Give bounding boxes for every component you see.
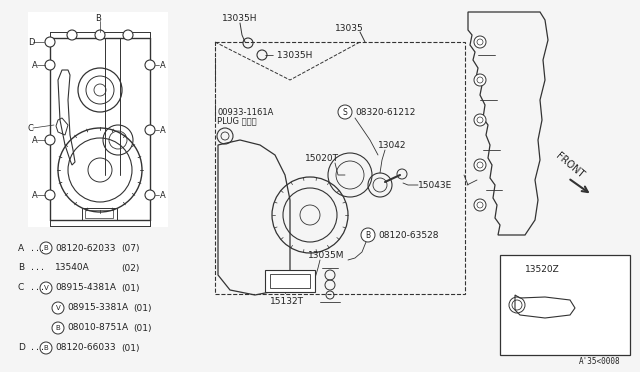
Text: C: C	[18, 283, 24, 292]
Text: ...: ...	[30, 244, 45, 253]
Bar	[270, 274, 310, 288]
Circle shape	[45, 37, 55, 47]
Text: 08120-66033: 08120-66033	[55, 343, 116, 353]
Circle shape	[145, 60, 155, 70]
Text: PLUG プラグ: PLUG プラグ	[217, 116, 257, 125]
Circle shape	[40, 282, 52, 294]
Text: B: B	[44, 245, 49, 251]
Text: ...: ...	[30, 263, 45, 273]
Text: B: B	[95, 13, 101, 22]
Text: 13035M: 13035M	[308, 250, 344, 260]
Bar	[215, 42, 465, 294]
Text: S: S	[342, 108, 348, 116]
Text: B: B	[18, 263, 24, 273]
Circle shape	[145, 125, 155, 135]
Text: 08010-8751A: 08010-8751A	[67, 324, 128, 333]
Text: — 13035H: — 13035H	[265, 51, 312, 60]
Text: 15020T: 15020T	[305, 154, 339, 163]
Text: 08320-61212: 08320-61212	[355, 108, 415, 116]
Text: 13035H: 13035H	[222, 13, 257, 22]
Circle shape	[338, 105, 352, 119]
Text: ...: ...	[30, 283, 45, 292]
Text: (07): (07)	[121, 244, 140, 253]
Circle shape	[474, 199, 486, 211]
Text: 00933-1161A: 00933-1161A	[217, 108, 273, 116]
Text: D: D	[18, 343, 25, 353]
Text: (01): (01)	[121, 283, 140, 292]
Text: 15132T: 15132T	[270, 298, 304, 307]
Text: A: A	[32, 61, 38, 70]
Text: A: A	[18, 244, 24, 253]
Text: D: D	[28, 38, 35, 46]
Text: 13540A: 13540A	[55, 263, 90, 273]
Circle shape	[474, 159, 486, 171]
Text: 13035: 13035	[335, 23, 364, 32]
Circle shape	[145, 190, 155, 200]
Circle shape	[40, 342, 52, 354]
Text: 15043E: 15043E	[418, 180, 452, 189]
Text: ...: ...	[30, 343, 45, 353]
Text: 08120-62033: 08120-62033	[55, 244, 115, 253]
Text: B: B	[56, 325, 60, 331]
Bar	[82, 208, 117, 220]
Text: (01): (01)	[133, 324, 152, 333]
Text: (01): (01)	[133, 304, 152, 312]
Text: 08915-3381A: 08915-3381A	[67, 304, 128, 312]
Text: 13520Z: 13520Z	[525, 266, 560, 275]
Text: 08915-4381A: 08915-4381A	[55, 283, 116, 292]
Circle shape	[474, 74, 486, 86]
Text: A: A	[160, 125, 166, 135]
Circle shape	[474, 36, 486, 48]
Circle shape	[67, 30, 77, 40]
Text: B: B	[44, 345, 49, 351]
Bar	[500, 255, 630, 355]
Bar	[28, 12, 168, 227]
Circle shape	[52, 322, 64, 334]
Circle shape	[361, 228, 375, 242]
Circle shape	[95, 30, 105, 40]
Text: V: V	[56, 305, 60, 311]
Text: B: B	[365, 231, 371, 240]
Text: 08120-63528: 08120-63528	[378, 231, 438, 240]
Text: 13042: 13042	[378, 141, 406, 150]
Text: A'35<0008: A'35<0008	[579, 357, 620, 366]
Text: C: C	[28, 124, 34, 132]
Text: V: V	[44, 285, 49, 291]
Circle shape	[45, 135, 55, 145]
Bar	[265, 270, 315, 292]
Circle shape	[474, 114, 486, 126]
Circle shape	[45, 60, 55, 70]
Text: (01): (01)	[121, 343, 140, 353]
Bar	[85, 210, 113, 218]
Text: A: A	[160, 190, 166, 199]
Text: A: A	[32, 135, 38, 144]
Circle shape	[52, 302, 64, 314]
Text: FRONT: FRONT	[554, 150, 586, 180]
Text: A: A	[32, 190, 38, 199]
Text: (02): (02)	[121, 263, 140, 273]
Circle shape	[45, 190, 55, 200]
Circle shape	[40, 242, 52, 254]
Text: A: A	[160, 61, 166, 70]
Circle shape	[123, 30, 133, 40]
